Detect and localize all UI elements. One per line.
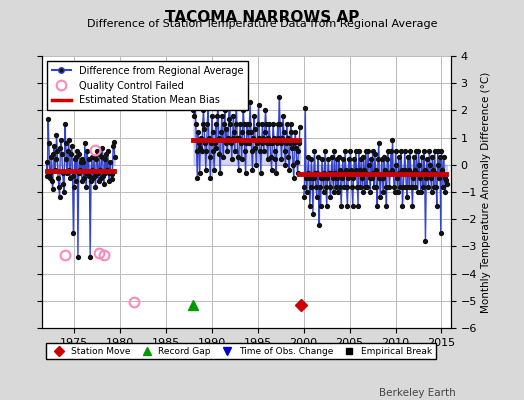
Legend: Station Move, Record Gap, Time of Obs. Change, Empirical Break: Station Move, Record Gap, Time of Obs. C… (47, 343, 436, 360)
Y-axis label: Monthly Temperature Anomaly Difference (°C): Monthly Temperature Anomaly Difference (… (481, 71, 491, 313)
Legend: Difference from Regional Average, Quality Control Failed, Estimated Station Mean: Difference from Regional Average, Qualit… (47, 61, 248, 110)
Text: Berkeley Earth: Berkeley Earth (379, 388, 456, 398)
Text: Difference of Station Temperature Data from Regional Average: Difference of Station Temperature Data f… (87, 19, 437, 29)
Text: TACOMA NARROWS AP: TACOMA NARROWS AP (165, 10, 359, 25)
